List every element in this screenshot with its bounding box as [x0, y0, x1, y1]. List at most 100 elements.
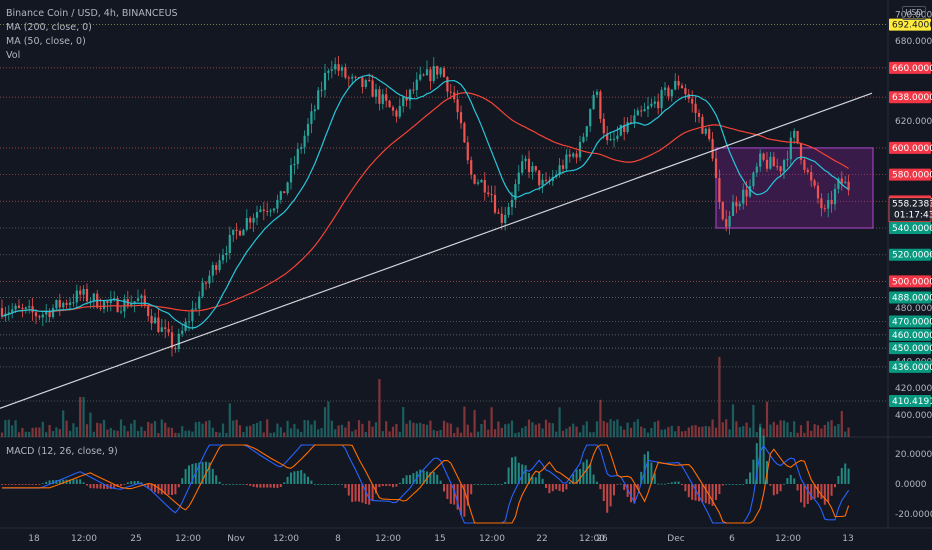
candle-body-169	[575, 153, 578, 158]
volume-bar-110	[374, 422, 378, 437]
volume-bar-151	[514, 432, 517, 437]
macd-hist-127	[432, 471, 435, 484]
price-tick-8: 400.0000	[895, 411, 932, 421]
candle-body-188	[640, 110, 643, 112]
macd-legend[interactable]: MACD (12, 26, close, 9)	[6, 446, 118, 457]
candle-body-148	[504, 214, 507, 223]
ma200-line[interactable]	[1, 92, 849, 318]
price-badge-13[interactable]	[889, 360, 931, 373]
candle-body-149	[507, 207, 510, 215]
macd-hist-208	[708, 484, 711, 505]
candle-body-207	[704, 128, 707, 134]
macd-hist-235	[800, 484, 802, 503]
volume-bar-164	[558, 407, 561, 437]
macd-hist-136	[463, 484, 466, 517]
macd-hist-149	[507, 467, 510, 484]
price-badge-label-2: 638.0000	[892, 93, 932, 103]
macd-hist-45	[154, 484, 156, 493]
price-badge-1[interactable]	[889, 61, 931, 74]
volume-legend[interactable]: Vol	[6, 50, 21, 61]
macd-hist-5	[18, 484, 20, 485]
volume-bar-55	[187, 430, 191, 437]
macd-hist-75	[256, 484, 258, 488]
price-badge-14[interactable]	[889, 395, 931, 408]
volume-bar-178	[606, 422, 609, 437]
volume-bar-29	[99, 423, 102, 437]
volume-bar-62	[211, 427, 214, 437]
volume-bar-0	[0, 432, 4, 437]
candle-body-66	[225, 252, 228, 255]
price-badge-10[interactable]	[889, 315, 931, 328]
macd-hist-94	[320, 484, 323, 485]
volume-bar-61	[208, 420, 211, 437]
price-badge-0[interactable]	[889, 18, 931, 31]
volume-bar-69	[235, 419, 238, 437]
volume-bar-63	[215, 431, 218, 437]
macd-hist-69	[235, 484, 238, 485]
macd-hist-17	[58, 479, 61, 484]
volume-bar-154	[524, 426, 527, 437]
candle-body-91	[310, 111, 313, 124]
price-badge-8[interactable]	[889, 275, 931, 288]
macd-hist-239	[813, 484, 816, 499]
volume-bar-79	[269, 432, 272, 437]
candle-body-88	[300, 147, 303, 149]
macd-hist-0	[1, 484, 3, 485]
macd-hist-193	[657, 483, 660, 485]
candle-body-95	[323, 72, 327, 90]
price-badge-9[interactable]	[889, 291, 931, 304]
candle-body-146	[497, 212, 500, 214]
candle-body-159	[541, 179, 544, 186]
macd-line[interactable]	[2, 444, 850, 524]
macd-hist-53	[181, 478, 184, 484]
macd-hist-160	[545, 484, 547, 488]
price-badge-12[interactable]	[889, 342, 931, 355]
macd-signal-line[interactable]	[2, 444, 850, 524]
price-badge-3[interactable]	[889, 141, 931, 154]
candle-body-152	[517, 172, 520, 185]
volume-bar-240	[816, 425, 820, 437]
ma50-legend[interactable]: MA (50, close, 0)	[6, 36, 86, 47]
volume-bar-183	[623, 429, 626, 437]
price-badge-11[interactable]	[889, 328, 931, 341]
macd-hist-56	[191, 463, 194, 484]
currency-button[interactable]: USD	[902, 6, 926, 20]
macd-hist-135	[460, 484, 462, 516]
macd-hist-207	[704, 484, 707, 504]
price-badge-6[interactable]	[889, 222, 931, 235]
volume-bar-95	[323, 407, 327, 437]
ma50-line[interactable]	[1, 74, 849, 329]
macd-hist-143	[487, 484, 490, 485]
macd-hist-237	[806, 484, 809, 504]
volume-bar-186	[633, 421, 636, 437]
price-badge-label-0: 692.4000	[892, 21, 932, 31]
volume-bar-70	[238, 425, 242, 437]
candle-body-104	[354, 76, 357, 78]
candle-body-35	[119, 311, 123, 313]
volume-bar-187	[636, 419, 639, 437]
volume-bar-204	[694, 425, 697, 437]
volume-bar-235	[799, 425, 803, 437]
volume-bar-199	[677, 426, 680, 437]
macd-hist-49	[167, 484, 170, 495]
macd-hist-209	[711, 484, 714, 506]
volume-bar-19	[65, 420, 68, 437]
ma200-legend[interactable]: MA (200, close, 0)	[6, 22, 92, 33]
volume-bar-21	[72, 423, 75, 437]
candle-body-33	[113, 298, 116, 300]
candle-body-176	[599, 91, 602, 119]
trendline[interactable]	[0, 92, 873, 409]
current-price-badge[interactable]	[888, 197, 932, 223]
volume-bar-10	[34, 427, 38, 437]
macd-hist-26	[89, 484, 92, 489]
price-badge-7[interactable]	[889, 248, 931, 261]
volume-bar-210	[714, 427, 718, 437]
volume-bar-98	[334, 429, 337, 437]
macd-hist-244	[830, 484, 833, 496]
price-badge-4[interactable]	[889, 168, 931, 181]
price-badge-2[interactable]	[889, 91, 931, 104]
macd-hist-20	[69, 479, 71, 484]
candle-body-0	[0, 308, 4, 317]
macd-hist-202	[687, 484, 690, 498]
